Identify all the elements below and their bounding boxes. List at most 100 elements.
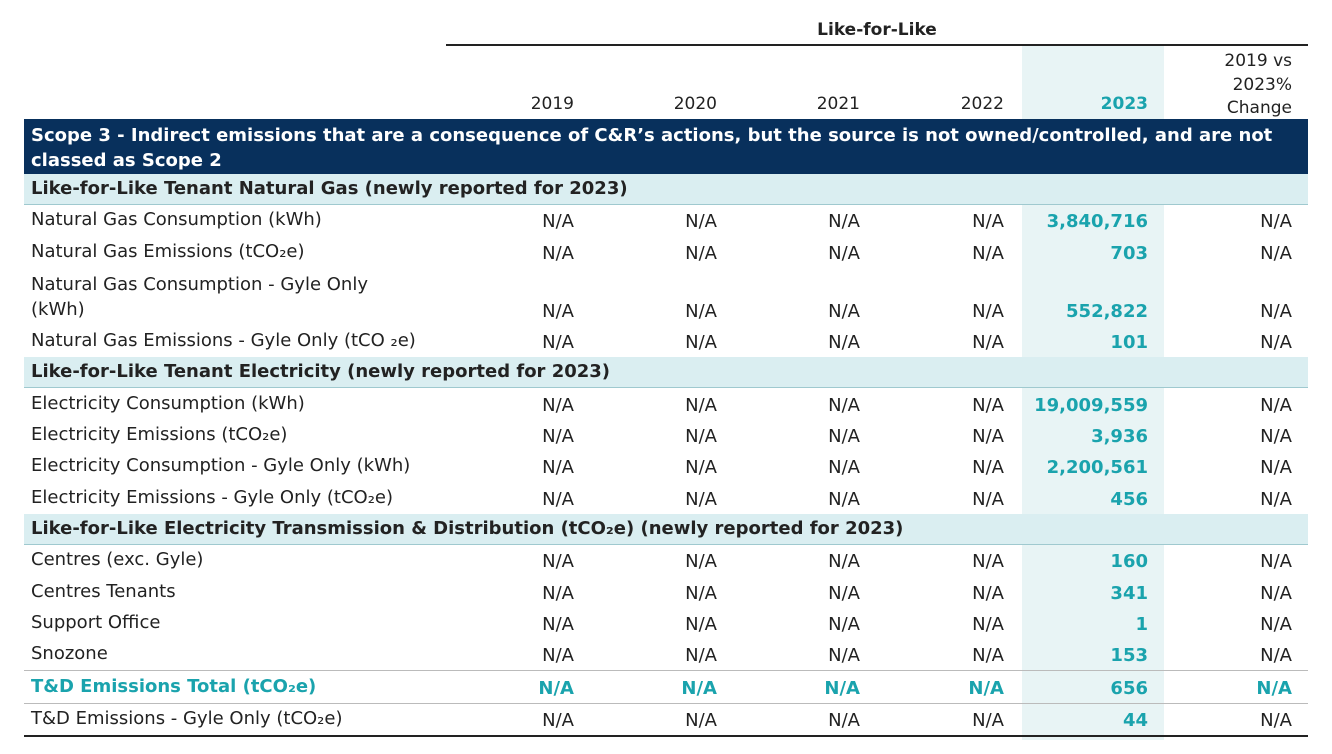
table-row: Natural Gas Consumption (kWh) N/A N/A N/A N/… (24, 205, 1308, 236)
cell: N/A (828, 710, 860, 732)
cell-2023: 456 (1110, 488, 1148, 510)
cell-2023: 703 (1110, 242, 1148, 264)
cell: N/A (1260, 457, 1292, 479)
cell: N/A (972, 488, 1004, 510)
row-label: Natural Gas Emissions - Gyle Only (tCO ₂… (31, 330, 416, 352)
table-row: Centres Tenants N/A N/A N/A N/A 341 N/A (24, 576, 1308, 607)
cell: N/A (542, 394, 574, 416)
section-title: Like-for-Like Electricity Transmission &… (24, 513, 1308, 545)
cell: N/A (538, 677, 574, 699)
cell: N/A (1260, 300, 1292, 322)
total-row: T&D Emissions Total (tCO₂e) N/A N/A N/A N/A 6… (24, 670, 1308, 704)
cell: N/A (1260, 394, 1292, 416)
cell-2023: 44 (1122, 710, 1148, 732)
cell-2023: 3,936 (1091, 425, 1148, 447)
cell: N/A (1256, 677, 1292, 699)
cell: N/A (1260, 645, 1292, 667)
cell: N/A (828, 551, 860, 573)
cell: N/A (685, 645, 717, 667)
cell: N/A (828, 211, 860, 233)
year-header: 2020 (673, 94, 717, 114)
cell: N/A (828, 613, 860, 635)
cell-2023: 2,200,561 (1046, 457, 1148, 479)
table-row: Centres (exc. Gyle) N/A N/A N/A N/A 160 N/A (24, 545, 1308, 576)
cell: N/A (542, 613, 574, 635)
row-label: Natural Gas Emissions (tCO₂e) (31, 240, 305, 262)
row-label: Support Office (31, 611, 161, 633)
cell: N/A (972, 645, 1004, 667)
row-label: Electricity Emissions (tCO₂e) (31, 423, 288, 445)
cell-2023: 3,840,716 (1046, 211, 1148, 233)
table-row: Electricity Emissions (tCO₂e) N/A N/A N/A N/… (24, 420, 1308, 451)
row-label: Centres (exc. Gyle) (31, 549, 204, 571)
table-row: Electricity Consumption - Gyle Only (kWh… (24, 451, 1308, 482)
cell: N/A (542, 332, 574, 354)
cell-2023: 552,822 (1066, 300, 1148, 322)
cell: N/A (972, 613, 1004, 635)
cell: N/A (542, 211, 574, 233)
cell: N/A (685, 710, 717, 732)
row-label: Electricity Consumption - Gyle Only (kWh… (31, 455, 411, 477)
cell: N/A (542, 488, 574, 510)
cell: N/A (1260, 488, 1292, 510)
cell: N/A (828, 457, 860, 479)
group-divider (446, 44, 1308, 46)
change-header-line: 2023% (1232, 74, 1292, 95)
cell: N/A (685, 242, 717, 264)
cell: N/A (972, 394, 1004, 416)
row-label-line: (kWh) (31, 298, 85, 320)
change-header: 2019 vs 2023% Change (1194, 50, 1292, 121)
row-label: Centres Tenants (31, 580, 176, 602)
section-title: Like-for-Like Tenant Natural Gas (newly … (24, 174, 1308, 205)
group-title: Like-for-Like (817, 20, 937, 40)
table-row: Support Office N/A N/A N/A N/A 1 N/A (24, 608, 1308, 639)
cell: N/A (972, 457, 1004, 479)
year-header-highlight: 2023 (1100, 94, 1148, 114)
cell-2023: 341 (1110, 582, 1148, 604)
year-header: 2021 (816, 94, 860, 114)
cell: N/A (828, 582, 860, 604)
change-header-line: 2019 vs (1224, 51, 1292, 71)
cell: N/A (972, 551, 1004, 573)
row-label-line: Natural Gas Consumption - Gyle Only (31, 273, 368, 295)
section-title: Like-for-Like Tenant Electricity (newly … (24, 357, 1308, 389)
cell: N/A (1260, 332, 1292, 354)
cell: N/A (828, 488, 860, 510)
cell: N/A (685, 300, 717, 322)
row-label: Electricity Emissions - Gyle Only (tCO₂e… (31, 486, 394, 508)
row-label: Snozone (31, 643, 108, 665)
table-row: Natural Gas Emissions - Gyle Only (tCO ₂… (24, 326, 1308, 357)
cell: N/A (542, 710, 574, 732)
cell: N/A (685, 457, 717, 479)
cell: N/A (685, 332, 717, 354)
year-header: 2022 (960, 94, 1004, 114)
cell: N/A (1260, 582, 1292, 604)
cell-2023: 1 (1135, 613, 1148, 635)
cell: N/A (1260, 242, 1292, 264)
cell: N/A (972, 710, 1004, 732)
cell: N/A (972, 211, 1004, 233)
cell: N/A (542, 551, 574, 573)
cell: N/A (828, 645, 860, 667)
cell: N/A (685, 425, 717, 447)
cell: N/A (542, 645, 574, 667)
cell: N/A (828, 332, 860, 354)
row-label: Natural Gas Consumption - Gyle Only (kWh) (31, 272, 368, 322)
row-label: T&D Emissions - Gyle Only (tCO₂e) (31, 708, 343, 730)
cell: N/A (542, 300, 574, 322)
cell: N/A (681, 677, 717, 699)
cell: N/A (972, 242, 1004, 264)
cell: N/A (1260, 710, 1292, 732)
cell: N/A (542, 425, 574, 447)
cell: N/A (824, 677, 860, 699)
cell: N/A (542, 242, 574, 264)
table-body: Scope 3 - Indirect emissions that are a … (24, 119, 1308, 738)
table-row: T&D Emissions - Gyle Only (tCO₂e) N/A N/A N… (24, 704, 1308, 738)
cell-2023: 19,009,559 (1034, 394, 1148, 416)
table-row: Electricity Emissions - Gyle Only (tCO₂e… (24, 482, 1308, 513)
cell: N/A (542, 582, 574, 604)
cell-2023: 160 (1110, 551, 1148, 573)
cell: N/A (1260, 425, 1292, 447)
cell: N/A (685, 211, 717, 233)
cell: N/A (685, 488, 717, 510)
